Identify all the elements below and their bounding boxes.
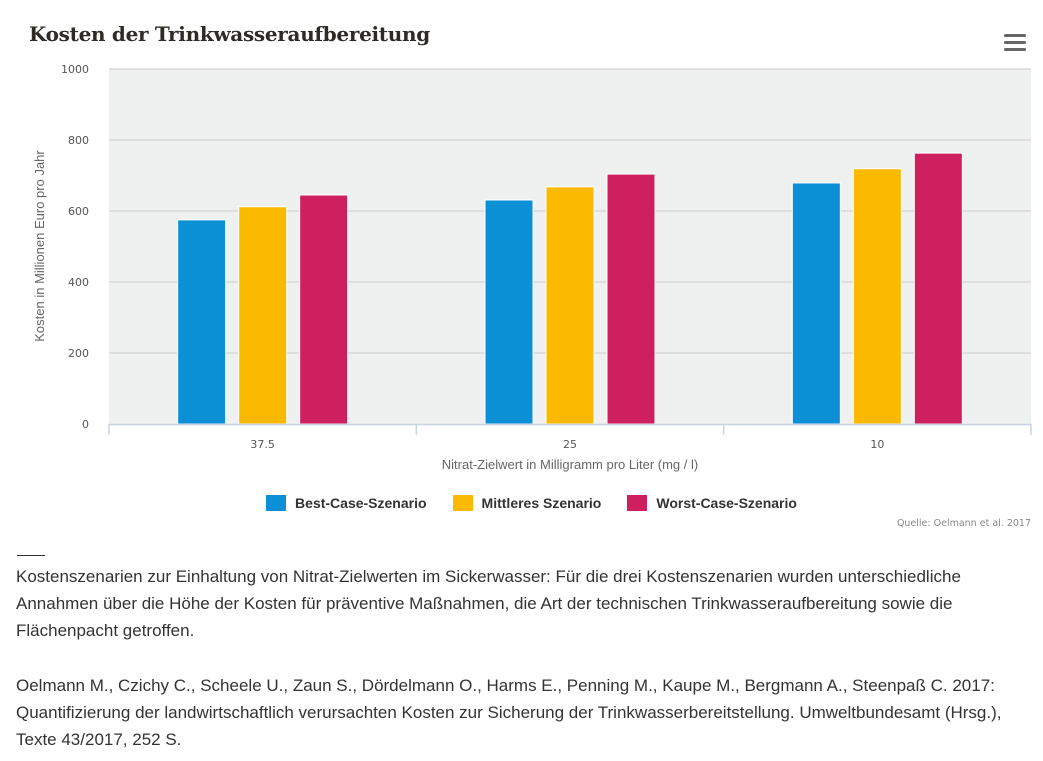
y-tick-label: 800 [68, 134, 89, 147]
chart-title: Kosten der Trinkwasseraufbereitung [29, 22, 430, 46]
legend-label: Mittleres Szenario [481, 495, 602, 511]
reference-citation: Oelmann M., Czichy C., Scheele U., Zaun … [16, 676, 1002, 749]
hamburger-menu-icon-line [1004, 48, 1026, 51]
y-axis-ticks: 0 200 400 600 800 1000 [61, 63, 89, 431]
divider [17, 555, 45, 556]
y-tick-label: 1000 [61, 63, 89, 76]
legend-swatch [627, 495, 648, 511]
bar-worst-case-szenario-37-5[interactable] [299, 194, 349, 425]
bar-best-case-szenario-10[interactable] [791, 182, 841, 425]
hamburger-menu-icon-line [1004, 41, 1026, 44]
legend: Best-Case-Szenario Mittleres Szenario Wors… [0, 495, 1043, 511]
x-tick-label: 10 [870, 438, 884, 451]
x-axis: 37.5 25 10 [108, 423, 1032, 451]
bar-chart: 0 200 400 600 800 1000 37.5 25 10 Kosten in Mil… [32, 63, 1032, 472]
x-tick-label: 25 [563, 438, 577, 451]
bar-mittleres-szenario-10[interactable] [852, 168, 902, 425]
bar-worst-case-szenario-10[interactable] [913, 152, 963, 425]
source-credit: Quelle: Oelmann et al. 2017 [896, 518, 1031, 529]
y-tick-label: 600 [68, 205, 89, 218]
legend-item[interactable]: Worst-Case-Szenario [627, 495, 797, 511]
chart-menu-button[interactable] [1004, 32, 1028, 52]
bar-mittleres-szenario-37-5[interactable] [238, 206, 288, 425]
legend-label: Worst-Case-Szenario [656, 495, 797, 511]
y-tick-label: 0 [82, 418, 89, 431]
legend-item[interactable]: Best-Case-Szenario [266, 495, 427, 511]
legend-item[interactable]: Mittleres Szenario [452, 495, 602, 511]
hamburger-menu-icon [1004, 34, 1026, 37]
bar-worst-case-szenario-25[interactable] [606, 173, 656, 425]
y-axis-title: Kosten in Millionen Euro pro Jahr [32, 150, 47, 342]
bar-best-case-szenario-25[interactable] [484, 199, 534, 425]
legend-swatch [266, 495, 287, 511]
chart-caption: Kostenszenarien zur Einhaltung von Nitra… [16, 567, 961, 640]
y-tick-label: 200 [68, 347, 89, 360]
legend-label: Best-Case-Szenario [295, 495, 427, 511]
y-tick-label: 400 [68, 276, 89, 289]
legend-swatch [452, 495, 473, 511]
x-axis-title: Nitrat-Zielwert in Milligramm pro Liter … [442, 457, 698, 472]
bar-best-case-szenario-37-5[interactable] [177, 219, 227, 425]
bar-mittleres-szenario-25[interactable] [545, 186, 595, 425]
bars [177, 152, 963, 425]
x-tick-label: 37.5 [250, 438, 275, 451]
